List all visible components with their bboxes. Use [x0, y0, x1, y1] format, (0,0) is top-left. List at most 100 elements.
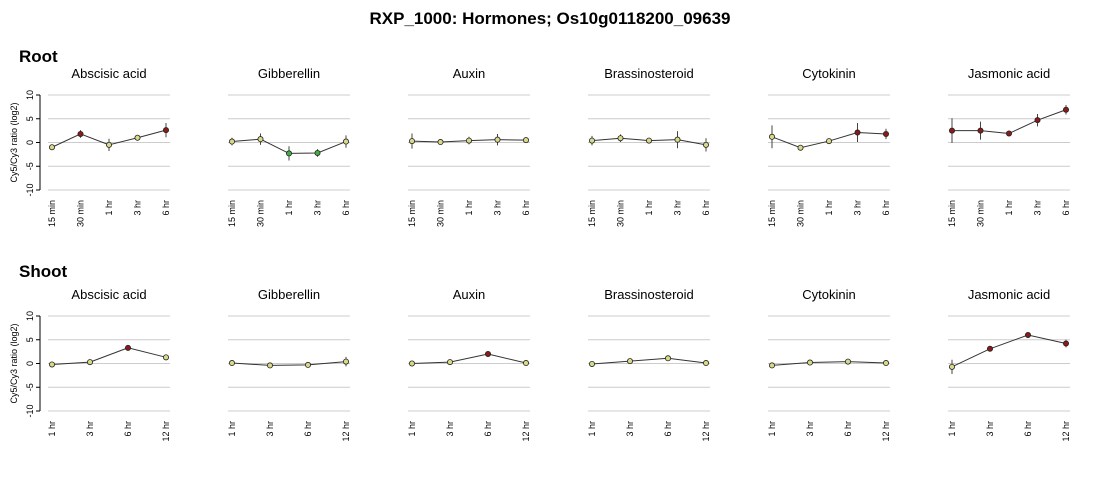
- data-point: [162, 127, 169, 134]
- y-tick-label: 10: [25, 311, 35, 321]
- series-line: [951, 334, 1067, 368]
- data-point: [589, 360, 596, 367]
- data-point: [665, 355, 672, 362]
- y-tick-label: -5: [25, 383, 35, 391]
- data-point: [87, 359, 94, 366]
- data-point: [446, 359, 453, 366]
- x-tick-label: 1 hr: [284, 200, 294, 216]
- x-tick-label: 1 hr: [464, 200, 474, 216]
- x-tick-label: 6 hr: [303, 421, 313, 437]
- x-tick-label: 12 hr: [881, 421, 891, 442]
- data-point: [883, 130, 890, 137]
- data-point: [465, 137, 472, 144]
- data-point: [987, 345, 994, 352]
- x-tick-label: 30 min: [616, 200, 626, 227]
- x-tick-label: 3 hr: [445, 421, 455, 437]
- x-tick-label: 30 min: [76, 200, 86, 227]
- x-tick-label: 3 hr: [265, 421, 275, 437]
- y-tick-label: -5: [25, 162, 35, 170]
- data-point: [1025, 331, 1032, 338]
- x-tick-label: 30 min: [976, 200, 986, 227]
- x-tick-label: 30 min: [436, 200, 446, 227]
- data-point: [285, 150, 292, 157]
- y-tick-label: 5: [25, 116, 35, 121]
- x-tick-label: 15 min: [587, 200, 597, 227]
- x-tick-label: 6 hr: [663, 421, 673, 437]
- series-line: [231, 361, 347, 366]
- x-tick-label: 6 hr: [341, 200, 351, 216]
- data-point: [437, 139, 444, 146]
- data-point: [304, 361, 311, 368]
- x-tick-label: 1 hr: [947, 421, 957, 437]
- series-line: [591, 357, 707, 365]
- section-label-shoot: Shoot: [19, 262, 68, 281]
- data-point: [769, 133, 776, 140]
- x-tick-label: 3 hr: [493, 200, 503, 216]
- data-point: [1006, 130, 1013, 137]
- data-point: [342, 138, 349, 145]
- x-tick-label: 3 hr: [625, 421, 635, 437]
- data-point: [949, 363, 956, 370]
- x-tick-label: 12 hr: [161, 421, 171, 442]
- data-point: [769, 362, 776, 369]
- data-point: [627, 358, 634, 365]
- series-line: [51, 347, 167, 365]
- data-point: [257, 136, 264, 143]
- data-point: [883, 360, 890, 367]
- x-tick-label: 3 hr: [133, 200, 143, 216]
- x-tick-label: 15 min: [767, 200, 777, 227]
- x-tick-label: 1 hr: [824, 200, 834, 216]
- x-tick-label: 3 hr: [313, 200, 323, 216]
- x-tick-label: 3 hr: [673, 200, 683, 216]
- x-tick-label: 1 hr: [47, 421, 57, 437]
- data-point: [797, 144, 804, 151]
- x-tick-label: 1 hr: [587, 421, 597, 437]
- x-tick-label: 6 hr: [701, 200, 711, 216]
- x-tick-label: 12 hr: [341, 421, 351, 442]
- x-tick-label: 30 min: [796, 200, 806, 227]
- data-point: [703, 360, 710, 367]
- data-point: [1063, 106, 1070, 113]
- x-tick-label: 1 hr: [407, 421, 417, 437]
- y-tick-label: -10: [25, 404, 35, 417]
- y-tick-label: -10: [25, 183, 35, 196]
- data-point: [826, 138, 833, 145]
- data-point: [523, 360, 530, 367]
- data-point: [484, 350, 491, 357]
- x-tick-label: 6 hr: [483, 421, 493, 437]
- y-tick-label: 0: [25, 140, 35, 145]
- data-point: [342, 358, 349, 365]
- data-point: [49, 361, 56, 368]
- section-label-root: Root: [19, 47, 58, 66]
- x-tick-label: 6 hr: [843, 421, 853, 437]
- x-tick-label: 1 hr: [227, 421, 237, 437]
- data-point: [106, 141, 113, 148]
- y-axis-label: Cy5/Cy3 ratio (log2): [9, 323, 19, 403]
- panel-title: Gibberellin: [258, 287, 320, 302]
- panel-title: Jasmonic acid: [968, 287, 1050, 302]
- data-point: [523, 137, 530, 144]
- series-line: [411, 353, 527, 364]
- data-point: [408, 138, 415, 145]
- data-point: [1034, 117, 1041, 124]
- panel-title: Abscisic acid: [71, 66, 146, 81]
- data-point: [589, 137, 596, 144]
- x-tick-label: 12 hr: [1061, 421, 1071, 442]
- panel-title: Auxin: [453, 66, 486, 81]
- data-point: [125, 344, 132, 351]
- y-tick-label: 5: [25, 337, 35, 342]
- x-tick-label: 15 min: [947, 200, 957, 227]
- x-tick-label: 6 hr: [1061, 200, 1071, 216]
- x-tick-label: 15 min: [407, 200, 417, 227]
- x-tick-label: 3 hr: [85, 421, 95, 437]
- data-point: [703, 141, 710, 148]
- y-axis-label: Cy5/Cy3 ratio (log2): [9, 102, 19, 182]
- series-line: [952, 109, 1067, 134]
- data-point: [674, 136, 681, 143]
- panel-title: Brassinosteroid: [604, 66, 694, 81]
- x-tick-label: 3 hr: [805, 421, 815, 437]
- data-point: [162, 354, 169, 361]
- x-tick-label: 6 hr: [1023, 421, 1033, 437]
- x-tick-label: 1 hr: [1004, 200, 1014, 216]
